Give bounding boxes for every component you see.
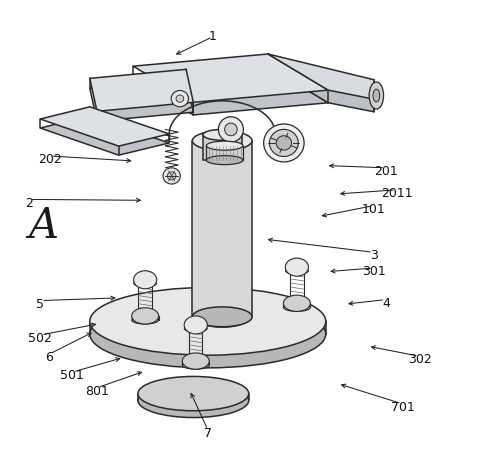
Ellipse shape (182, 353, 209, 369)
Circle shape (276, 136, 292, 150)
Ellipse shape (132, 308, 158, 324)
Ellipse shape (182, 361, 209, 369)
Text: 302: 302 (408, 353, 432, 366)
Polygon shape (268, 54, 374, 99)
Text: 1: 1 (209, 30, 216, 43)
Polygon shape (192, 141, 252, 317)
Text: 3: 3 (370, 249, 378, 262)
Text: 301: 301 (362, 265, 386, 278)
Text: 201: 201 (374, 165, 398, 178)
Polygon shape (133, 67, 328, 115)
Ellipse shape (218, 117, 243, 142)
Ellipse shape (284, 303, 311, 311)
Ellipse shape (284, 295, 311, 311)
Polygon shape (203, 135, 242, 160)
Text: 7: 7 (204, 427, 212, 440)
Circle shape (270, 130, 298, 156)
Ellipse shape (192, 131, 252, 151)
Text: 502: 502 (28, 332, 52, 345)
Ellipse shape (176, 95, 184, 102)
Polygon shape (40, 116, 169, 155)
Circle shape (167, 172, 176, 180)
Ellipse shape (225, 123, 237, 136)
Ellipse shape (184, 325, 207, 332)
Ellipse shape (171, 91, 188, 107)
Text: A: A (28, 206, 58, 247)
Ellipse shape (285, 267, 309, 275)
Text: 202: 202 (38, 153, 62, 166)
Polygon shape (206, 146, 243, 160)
Polygon shape (90, 79, 193, 121)
Ellipse shape (132, 316, 158, 324)
Ellipse shape (138, 376, 249, 411)
Polygon shape (268, 67, 374, 112)
Ellipse shape (197, 311, 248, 328)
Text: 2: 2 (25, 197, 32, 210)
Ellipse shape (203, 130, 242, 140)
Ellipse shape (206, 155, 243, 164)
Text: 6: 6 (45, 351, 53, 364)
Ellipse shape (206, 141, 243, 150)
Ellipse shape (134, 271, 157, 289)
Ellipse shape (90, 288, 326, 355)
Polygon shape (90, 69, 193, 111)
Text: 2011: 2011 (381, 187, 412, 200)
Polygon shape (40, 107, 169, 146)
Polygon shape (90, 321, 326, 334)
Text: 501: 501 (60, 369, 84, 382)
Ellipse shape (134, 280, 157, 287)
Polygon shape (133, 54, 328, 102)
Text: 4: 4 (382, 297, 390, 310)
Circle shape (163, 168, 180, 184)
Ellipse shape (184, 316, 207, 334)
Circle shape (264, 124, 304, 162)
Ellipse shape (192, 307, 252, 327)
Text: 701: 701 (391, 400, 415, 414)
Ellipse shape (373, 89, 380, 102)
Ellipse shape (369, 82, 384, 109)
Text: 801: 801 (85, 385, 109, 398)
Ellipse shape (138, 383, 249, 418)
Ellipse shape (90, 300, 326, 368)
Text: 5: 5 (36, 298, 44, 311)
Ellipse shape (285, 258, 309, 276)
Text: 101: 101 (362, 203, 386, 216)
